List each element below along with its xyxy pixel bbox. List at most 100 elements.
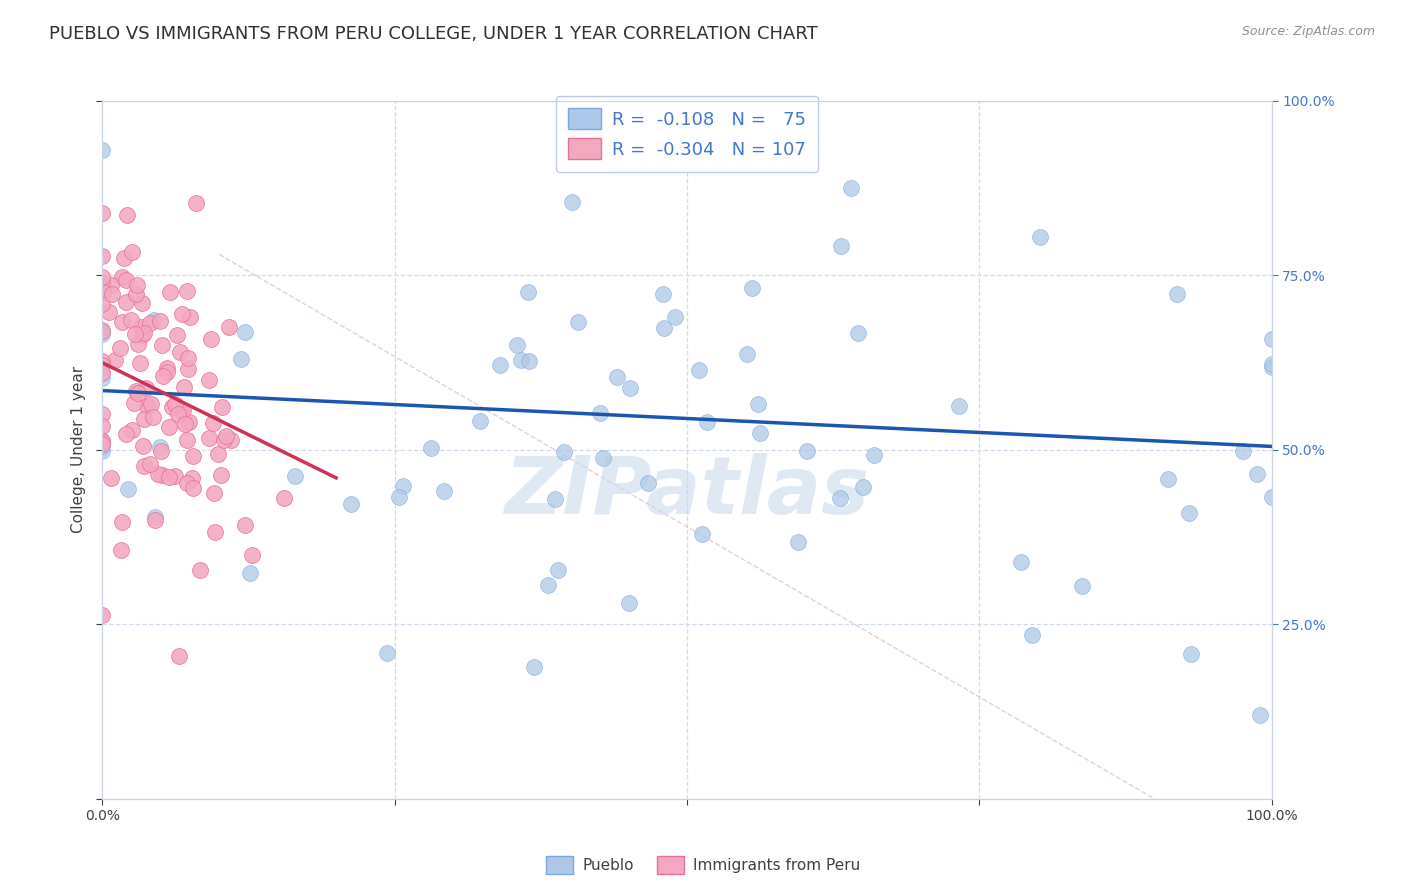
Point (735, 347, 758, 361)
Point (91, 249, 114, 263)
Point (91, 275, 114, 289)
Point (111, 315, 134, 329)
Point (516, 285, 538, 299)
Point (115, 427, 138, 442)
Point (91, 269, 114, 284)
Legend: Pueblo, Immigrants from Peru: Pueblo, Immigrants from Peru (540, 850, 866, 880)
Text: PUEBLO VS IMMIGRANTS FROM PERU COLLEGE, UNDER 1 YEAR CORRELATION CHART: PUEBLO VS IMMIGRANTS FROM PERU COLLEGE, … (49, 25, 818, 43)
Point (91, 358, 114, 372)
Point (172, 403, 194, 417)
Point (229, 351, 252, 366)
Point (91, 437, 114, 451)
Point (517, 354, 540, 368)
Point (169, 345, 191, 359)
Point (1178, 506, 1201, 520)
Point (163, 468, 186, 483)
Point (948, 399, 970, 413)
Point (149, 440, 172, 454)
Point (284, 469, 307, 483)
Point (207, 447, 229, 461)
Point (706, 100, 728, 114)
Point (1021, 628, 1043, 642)
Point (91, 297, 114, 311)
Point (135, 399, 157, 413)
Point (156, 366, 179, 380)
Point (690, 527, 713, 541)
Point (202, 486, 225, 500)
Point (111, 515, 134, 529)
Point (91, 444, 114, 458)
Point (139, 316, 162, 330)
Point (124, 396, 146, 410)
Point (134, 412, 156, 426)
Point (91, 354, 114, 368)
Point (91, 608, 114, 623)
Point (218, 319, 240, 334)
Point (91, 143, 114, 157)
Point (127, 277, 149, 292)
Point (142, 313, 165, 327)
Point (1029, 229, 1052, 244)
Point (143, 509, 166, 524)
Point (537, 578, 560, 592)
Point (176, 362, 198, 376)
Point (91, 434, 114, 448)
Point (170, 403, 193, 417)
Point (1071, 579, 1094, 593)
Point (157, 420, 180, 434)
Point (176, 475, 198, 490)
Point (91, 419, 114, 434)
Point (129, 356, 152, 370)
Point (198, 373, 221, 387)
Point (489, 359, 512, 373)
Point (273, 491, 295, 505)
Point (93, 285, 115, 299)
Legend: R =  -0.108   N =   75, R =  -0.304   N = 107: R = -0.108 N = 75, R = -0.304 N = 107 (555, 95, 818, 172)
Point (181, 471, 204, 485)
Point (1232, 444, 1254, 458)
Point (1260, 359, 1282, 374)
Point (131, 439, 153, 453)
Point (127, 337, 149, 351)
Point (188, 563, 211, 577)
Point (1010, 555, 1032, 569)
Point (186, 196, 208, 211)
Point (135, 381, 157, 395)
Point (200, 332, 222, 346)
Point (846, 326, 869, 340)
Point (1260, 357, 1282, 371)
Point (433, 484, 456, 499)
Point (129, 320, 152, 334)
Point (142, 409, 165, 424)
Point (696, 415, 718, 429)
Point (114, 295, 136, 310)
Point (233, 325, 256, 339)
Point (156, 360, 179, 375)
Point (132, 326, 155, 341)
Point (91, 365, 114, 379)
Point (510, 353, 533, 368)
Point (125, 384, 148, 398)
Point (177, 351, 200, 366)
Point (420, 442, 443, 456)
Point (652, 287, 675, 301)
Point (150, 443, 173, 458)
Point (104, 352, 127, 367)
Point (165, 396, 187, 410)
Point (748, 426, 770, 441)
Point (506, 337, 529, 351)
Point (139, 457, 162, 471)
Point (1166, 287, 1188, 301)
Point (592, 450, 614, 465)
Point (181, 449, 204, 463)
Point (741, 281, 763, 295)
Point (166, 327, 188, 342)
Point (100, 277, 122, 292)
Point (117, 208, 139, 222)
Point (852, 480, 875, 494)
Point (215, 429, 238, 443)
Point (173, 380, 195, 394)
Point (110, 542, 132, 557)
Point (239, 566, 262, 581)
Point (179, 310, 201, 324)
